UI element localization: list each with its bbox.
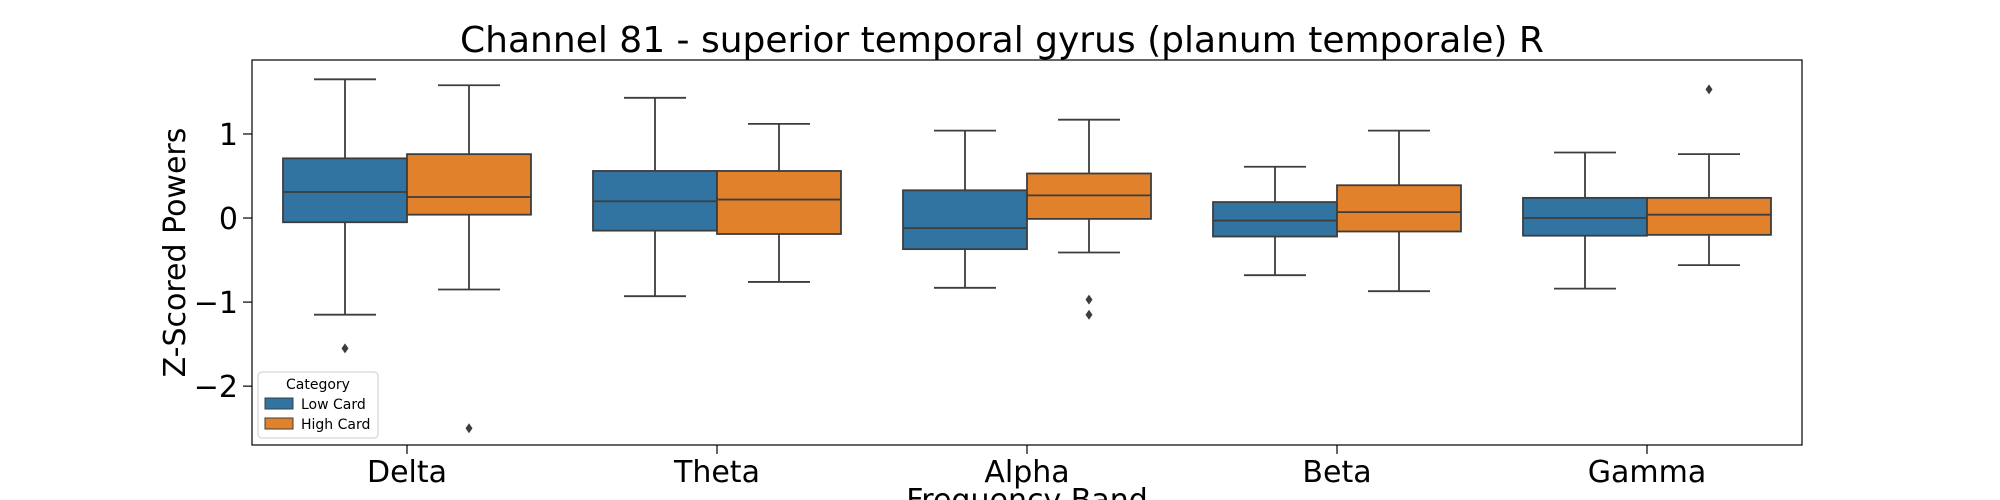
y-axis: 1 0 −1 −2 xyxy=(194,118,252,405)
legend-label: High Card xyxy=(301,417,370,433)
legend: Category Low Card High Card xyxy=(257,371,379,439)
iqr-box xyxy=(902,189,1028,251)
box-high-card-theta xyxy=(716,122,842,283)
box-low-card-theta xyxy=(592,96,718,298)
x-axis-label: Frequency Band xyxy=(906,483,1148,500)
axes-frame xyxy=(251,59,1803,446)
y-tick-label: −2 xyxy=(194,370,238,405)
legend-swatch xyxy=(264,397,294,410)
iqr-box xyxy=(406,153,532,216)
x-tick-label: Beta xyxy=(1302,455,1371,490)
box-high-card-gamma xyxy=(1646,84,1772,267)
box-high-card-alpha xyxy=(1026,118,1152,320)
iqr-box xyxy=(1336,184,1462,233)
y-tick-label: −1 xyxy=(194,286,238,321)
legend-title: Category xyxy=(286,377,350,393)
outlier-point xyxy=(1085,294,1093,305)
plot-marks xyxy=(282,78,1772,434)
x-tick-label: Alpha xyxy=(984,455,1069,490)
box-high-card-delta xyxy=(406,84,532,434)
iqr-box xyxy=(716,170,842,235)
chart-title: Channel 81 - superior temporal gyrus (pl… xyxy=(460,20,1544,61)
box-low-card-gamma xyxy=(1522,151,1648,290)
iqr-box xyxy=(282,157,408,224)
x-tick-label: Delta xyxy=(367,455,447,490)
box-low-card-alpha xyxy=(902,129,1028,289)
outlier-point xyxy=(465,423,473,434)
outlier-point xyxy=(1085,309,1093,320)
box-high-card-beta xyxy=(1336,129,1462,293)
legend-label: Low Card xyxy=(301,397,366,413)
y-tick-label: 1 xyxy=(219,118,238,153)
y-tick-label: 0 xyxy=(219,202,238,237)
x-tick-label: Theta xyxy=(673,455,760,490)
outlier-point xyxy=(1705,84,1713,95)
outlier-point xyxy=(341,343,349,354)
x-tick-label: Gamma xyxy=(1588,455,1706,490)
iqr-box xyxy=(1522,196,1648,237)
iqr-box xyxy=(1212,201,1338,238)
legend-swatch xyxy=(264,417,294,430)
iqr-box xyxy=(1646,196,1772,236)
box-low-card-beta xyxy=(1212,165,1338,277)
y-axis-label: Z-Scored Powers xyxy=(158,128,193,378)
box-low-card-delta xyxy=(282,78,408,354)
x-axis: Delta Theta Alpha Beta Gamma xyxy=(367,445,1706,490)
